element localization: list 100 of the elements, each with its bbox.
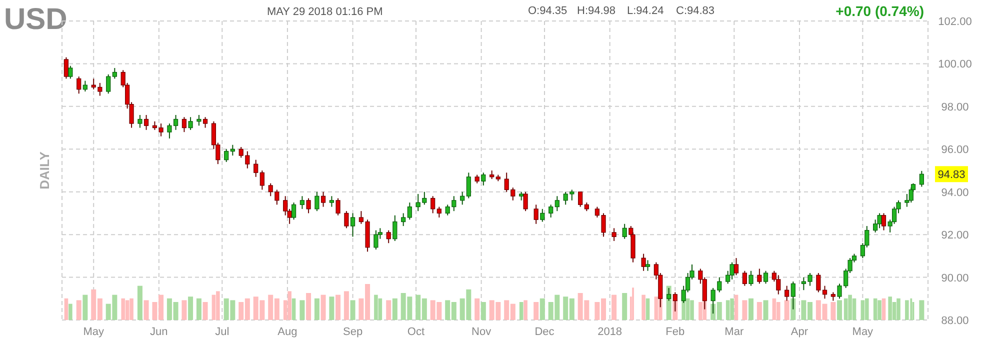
bar	[182, 300, 187, 320]
bar	[772, 298, 776, 320]
text: L:94.24	[627, 5, 664, 17]
candlestick	[460, 191, 465, 206]
bar	[344, 291, 349, 320]
x-tick-label: Apr	[790, 326, 808, 338]
bar	[386, 300, 392, 320]
candlestick	[76, 76, 82, 94]
candlestick	[645, 260, 650, 272]
candlestick	[300, 196, 305, 210]
bar	[137, 286, 142, 320]
candlestick	[481, 172, 486, 186]
bar	[68, 304, 72, 320]
bar	[878, 300, 882, 320]
bar	[288, 291, 292, 320]
x-tick-label: Aug	[278, 326, 298, 338]
y-tick-label: 88.00	[941, 315, 969, 327]
bar	[329, 296, 334, 320]
candlestick	[776, 274, 781, 295]
bar	[748, 298, 754, 320]
x-tick-label: May	[852, 326, 874, 338]
candlestick	[224, 148, 229, 162]
candlestick	[68, 65, 73, 80]
annotation: 94.83	[938, 169, 966, 182]
x-tick-label: Sep	[342, 326, 363, 338]
candlestick	[138, 114, 142, 128]
candlestick	[374, 230, 378, 250]
bar	[378, 298, 382, 320]
candlestick	[734, 258, 739, 276]
bar	[848, 294, 852, 320]
bar	[905, 300, 909, 320]
candlestick	[188, 116, 193, 130]
candlestick	[763, 270, 768, 284]
x-tick-label: Dec	[534, 326, 555, 338]
bar	[686, 298, 690, 320]
candlestick	[407, 202, 412, 220]
candlestick	[908, 187, 914, 204]
candlestick	[540, 208, 545, 222]
y-axis-title: DAILY	[37, 151, 52, 190]
candlestick	[320, 191, 326, 208]
bar	[730, 298, 734, 320]
candlestick	[554, 196, 560, 212]
candlestick	[182, 116, 187, 133]
candlestick	[430, 196, 436, 214]
candlestick	[344, 210, 349, 229]
bar	[784, 300, 790, 320]
candlestick	[306, 198, 311, 214]
bar	[292, 298, 296, 320]
bar	[698, 302, 702, 320]
chart-subtitle: MAY 29 2018 01:16 PM	[267, 6, 383, 18]
y-tick-label: 92.00	[941, 230, 969, 242]
candlestick	[730, 262, 734, 280]
candlestick	[881, 212, 886, 231]
bar	[336, 294, 341, 320]
bar	[540, 298, 545, 320]
bar	[314, 298, 320, 320]
candlestick	[630, 232, 636, 263]
bar	[776, 302, 780, 320]
bar	[642, 294, 646, 320]
bar	[130, 298, 134, 320]
candlestick	[350, 212, 356, 238]
bar	[844, 298, 848, 320]
candlestick	[106, 74, 111, 94]
candlestick	[144, 114, 149, 130]
bar	[726, 300, 730, 320]
candlestick	[202, 116, 208, 128]
bar	[763, 300, 768, 320]
candlestick	[548, 204, 554, 218]
bar	[374, 294, 378, 320]
x-tick-label: May	[83, 326, 104, 338]
text: H:94.98	[577, 5, 616, 17]
bar	[690, 300, 694, 320]
candlestick	[919, 170, 924, 188]
bar	[202, 302, 208, 320]
candlestick	[314, 191, 320, 212]
bar	[612, 294, 617, 320]
x-tick-label: Oct	[407, 326, 425, 338]
bar	[212, 294, 216, 320]
bar	[873, 298, 878, 320]
bar	[64, 298, 68, 320]
bar	[734, 294, 738, 320]
candlestick	[64, 56, 69, 80]
bar	[919, 300, 924, 320]
candlestick	[612, 228, 616, 242]
bar	[865, 298, 869, 320]
bar	[188, 296, 194, 320]
candlestick	[254, 159, 258, 178]
bar	[350, 300, 356, 320]
bar	[196, 298, 202, 320]
chart-title: USD	[4, 3, 68, 36]
bar	[654, 296, 658, 320]
bar	[121, 298, 125, 320]
bar	[882, 298, 886, 320]
y-tick-label: 98.00	[941, 101, 969, 114]
x-tick-label: Mar	[724, 326, 744, 338]
bar	[144, 300, 149, 320]
candlestick	[329, 196, 334, 208]
candlestick	[392, 214, 398, 242]
bar	[888, 296, 892, 320]
text: +0.70 (0.74%)	[836, 3, 924, 19]
